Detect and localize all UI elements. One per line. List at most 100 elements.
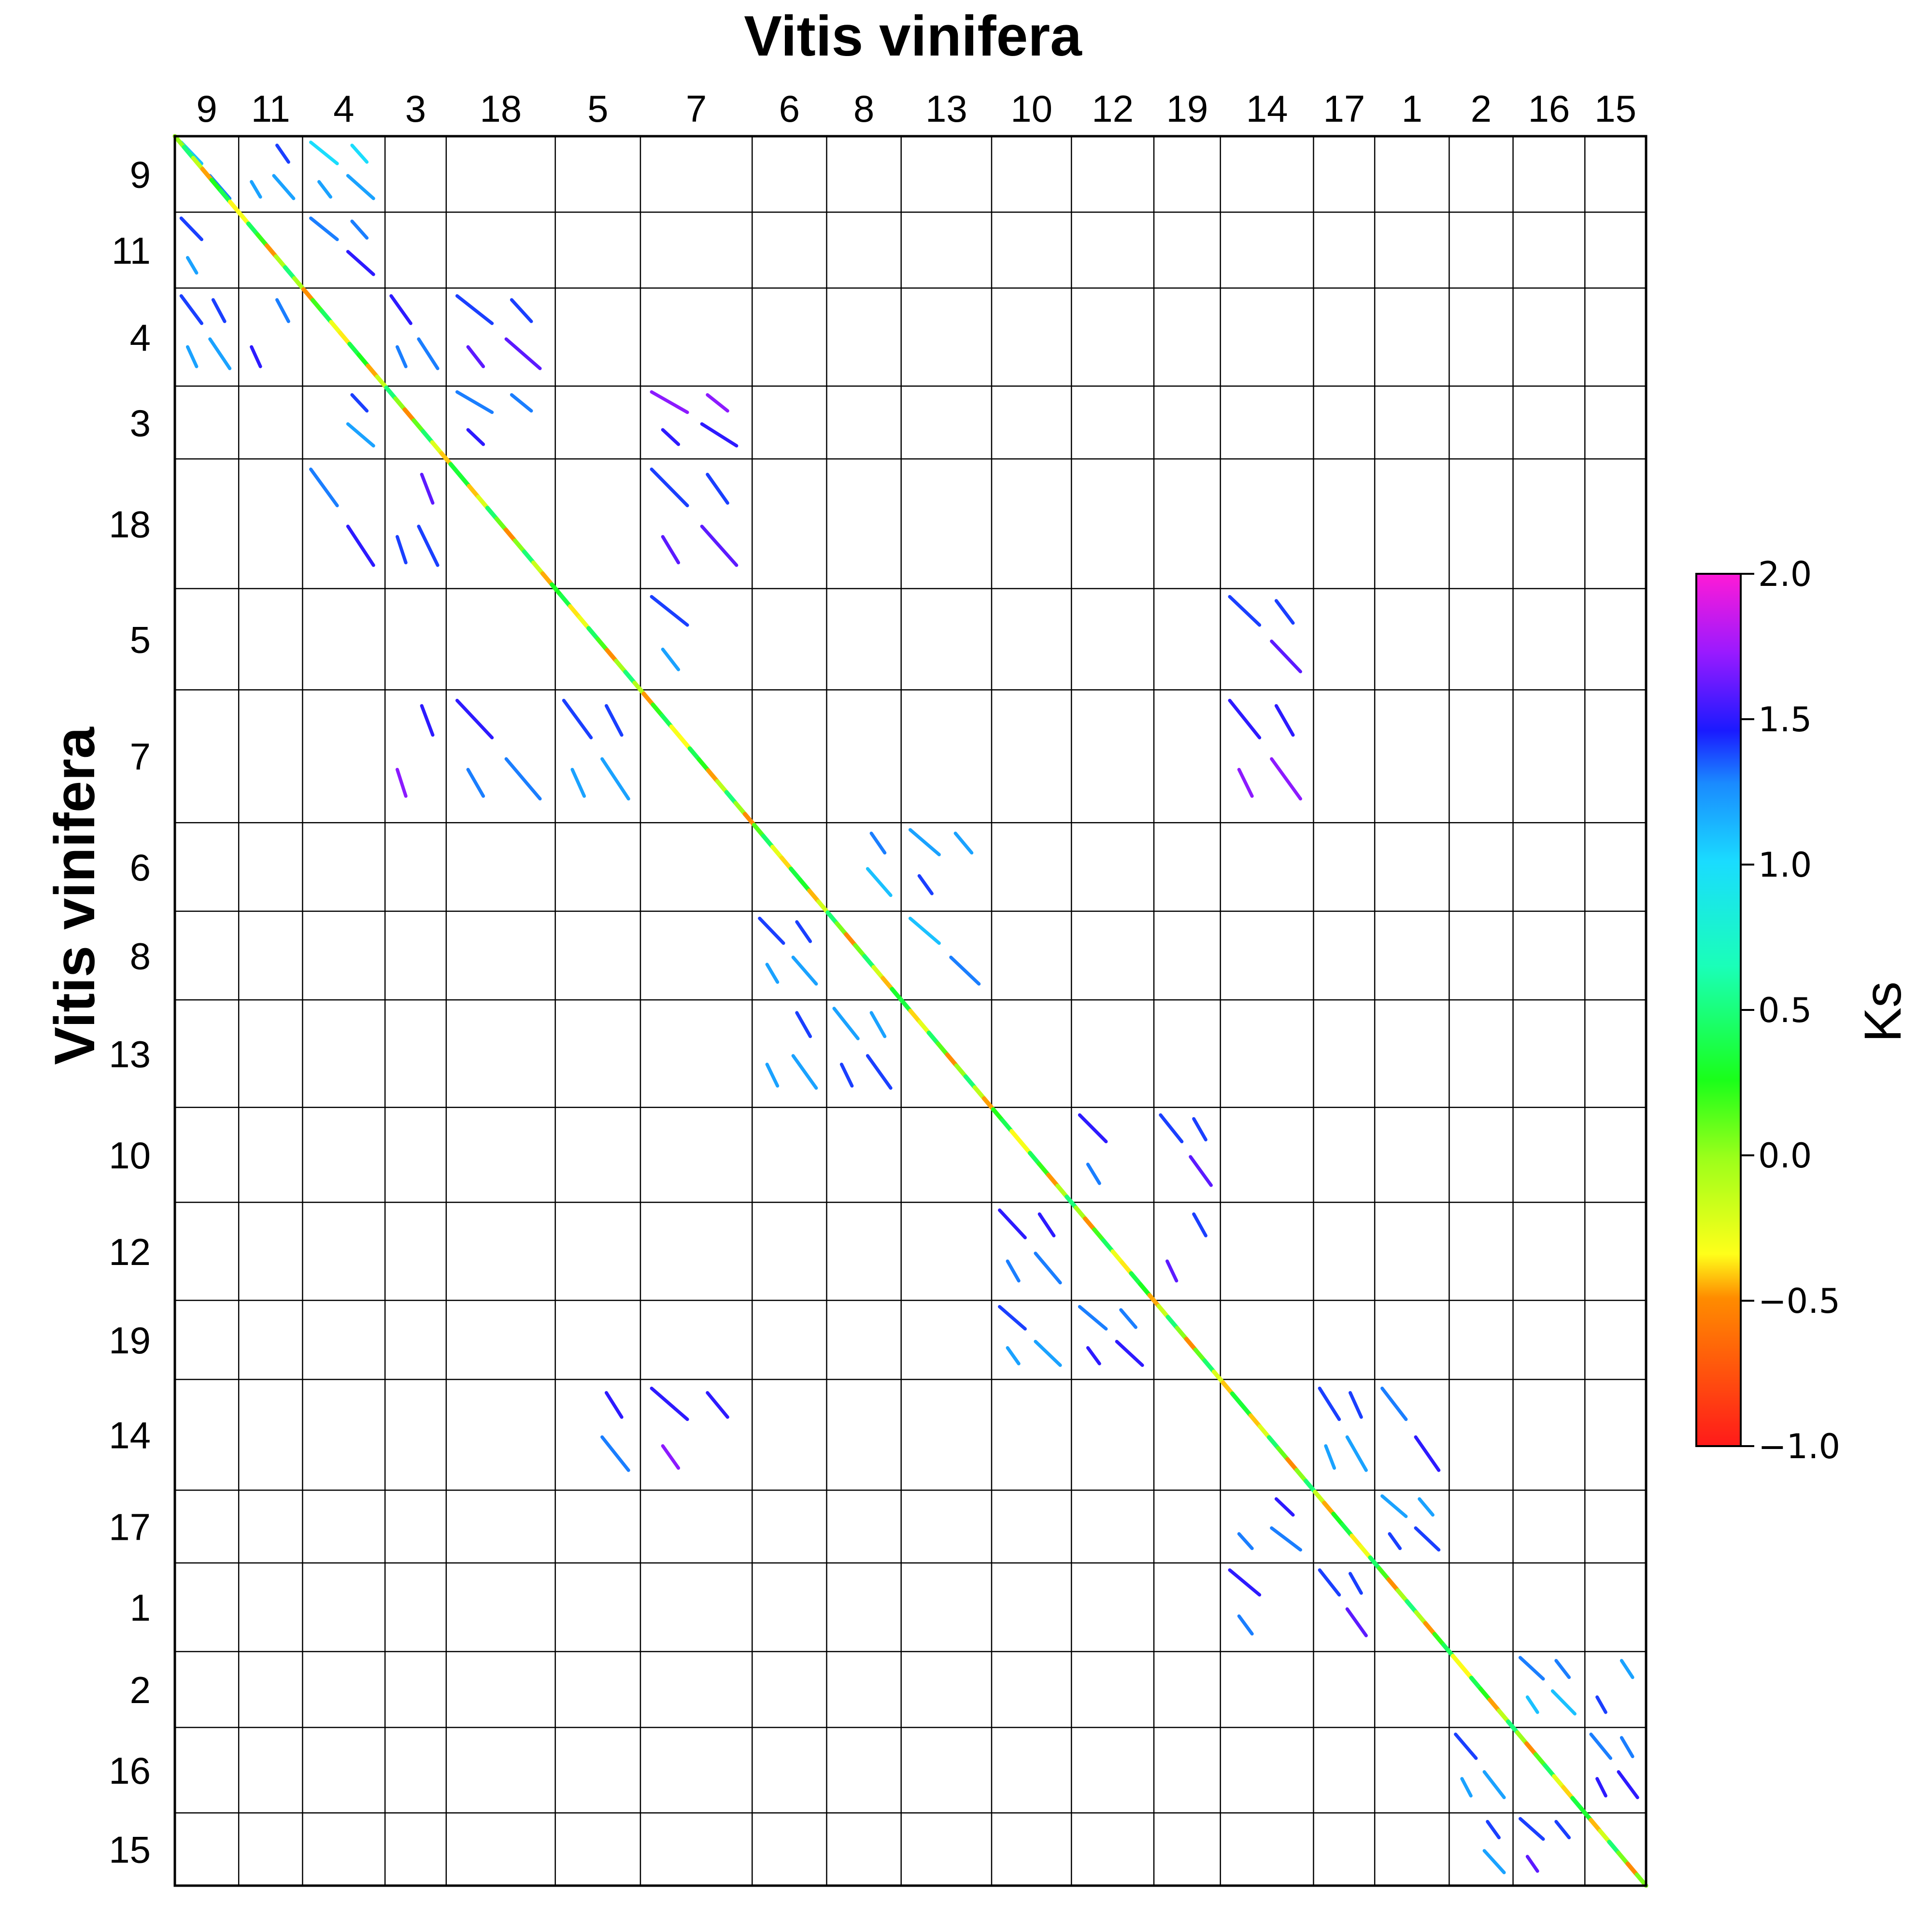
diagonal-segment [1156,1304,1170,1320]
diagonal-segment [375,374,389,390]
syntenic-segment [1388,1532,1402,1550]
diagonal-segment [862,954,876,969]
syntenic-segment [1086,1163,1101,1185]
syntenic-segment [179,294,204,325]
syntenic-segment [1237,1614,1254,1636]
y-tick-label: 3 [130,402,151,444]
diagonal-segment [669,724,683,740]
diagonal-segment [1101,1238,1115,1254]
diagonal-segment [881,976,895,992]
diagonal-segment [1322,1501,1336,1516]
y-axis-label: Vitis vinifera [43,726,107,1065]
syntenic-segment [1192,1212,1208,1237]
diagonal-segment [1248,1413,1262,1429]
diagonal-segment [1506,1719,1520,1735]
colorbar-gradient [1695,573,1742,1447]
diagonal-segment [237,210,251,226]
diagonal-segment [825,910,839,926]
syntenic-segment [1460,1777,1473,1798]
diagonal-segment [366,363,380,379]
syntenic-segment [395,767,408,798]
syntenic-segment [466,428,485,446]
syntenic-segment [1380,1494,1408,1519]
diagonal-segment [1524,1741,1538,1757]
syntenic-segment [908,916,941,945]
syntenic-segment [791,955,818,986]
syntenic-segment [395,345,408,369]
diagonal-segment [1055,1183,1069,1199]
syntenic-segment [466,345,485,369]
diagonal-segment [209,178,223,193]
syntenic-segment [1482,1770,1506,1800]
diagonal-segment [430,440,444,455]
diagonal-segment [1285,1457,1299,1473]
diagonal-segment [301,287,315,303]
syntenic-segment [208,337,232,370]
x-tick-label: 1 [1402,87,1422,130]
syntenic-segment [650,390,689,414]
diagonal-segment [706,768,720,784]
diagonal-segment [1487,1697,1501,1713]
syntenic-segment [917,874,934,895]
diagonal-segment [412,418,426,434]
syntenic-segment [1324,1444,1336,1470]
syntenic-segment [706,472,729,505]
diagonal-segment [733,801,747,817]
diagonal-segment [835,921,849,937]
colorbar-tick-label: −0.5 [1758,1281,1840,1321]
x-tick-label: 2 [1471,87,1492,130]
diagonal-segment [540,571,554,587]
diagonal-segment [200,167,214,183]
diagonal-segment [1202,1358,1216,1374]
syntenic-segment [1518,1656,1545,1681]
diagonal-segment [1009,1129,1023,1145]
syntenic-segment [1318,1386,1341,1421]
x-tick-label: 7 [686,87,707,130]
diagonal-segment [577,615,591,631]
syntenic-segment [562,698,593,739]
diagonal-segment [264,243,278,259]
diagonal-segment [347,341,361,357]
diagonal-segment [742,812,756,827]
syntenic-segment [309,216,339,242]
syntenic-segment [350,219,369,240]
diagonal-segment [798,877,812,893]
diagonal-segment [550,582,564,598]
diagonal-segment [1184,1336,1198,1352]
syntenic-segment [1380,1386,1408,1421]
diagonal-segment [1625,1861,1639,1877]
diagonal-segment [1386,1577,1400,1593]
diagonal-segment [311,298,325,313]
syntenic-segment [661,428,681,446]
diagonal-segment [853,943,867,959]
syntenic-segment [1619,1736,1634,1759]
syntenic-segment [791,1054,818,1090]
x-tick-label: 18 [480,87,522,130]
diagonal-segment [632,681,646,696]
syntenic-segment [1595,1695,1607,1714]
syntenic-segment [179,216,204,242]
diagonal-segment [605,648,619,664]
diagonal-segment [871,965,885,980]
syntenic-segment [1525,1855,1539,1873]
diagonal-segment [531,560,545,576]
diagonal-segment [963,1074,977,1090]
syntenic-segment [455,294,494,325]
diagonal-segment [1598,1829,1612,1844]
y-tick-label: 10 [109,1134,151,1177]
diagonal-segment [1193,1348,1207,1363]
syntenic-segment [1418,1497,1435,1517]
diagonal-segment [1441,1643,1455,1659]
y-tick-label: 2 [130,1669,151,1711]
diagonal-segment [1304,1478,1318,1494]
syntenic-segment [275,143,290,164]
x-tick-label: 16 [1528,87,1570,130]
syntenic-segment [1115,1339,1144,1367]
diagonal-segment [283,265,297,281]
x-tick-label: 19 [1166,87,1208,130]
diagonal-segment [338,330,352,346]
diagonal-segment [926,1030,940,1046]
diagonal-segment [687,746,701,762]
diagonal-segment [1110,1249,1124,1265]
